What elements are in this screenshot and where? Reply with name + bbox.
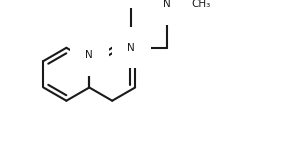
Text: N: N xyxy=(127,43,135,53)
Text: CH₃: CH₃ xyxy=(192,0,211,9)
Text: N: N xyxy=(163,0,171,9)
Text: N: N xyxy=(85,50,93,60)
